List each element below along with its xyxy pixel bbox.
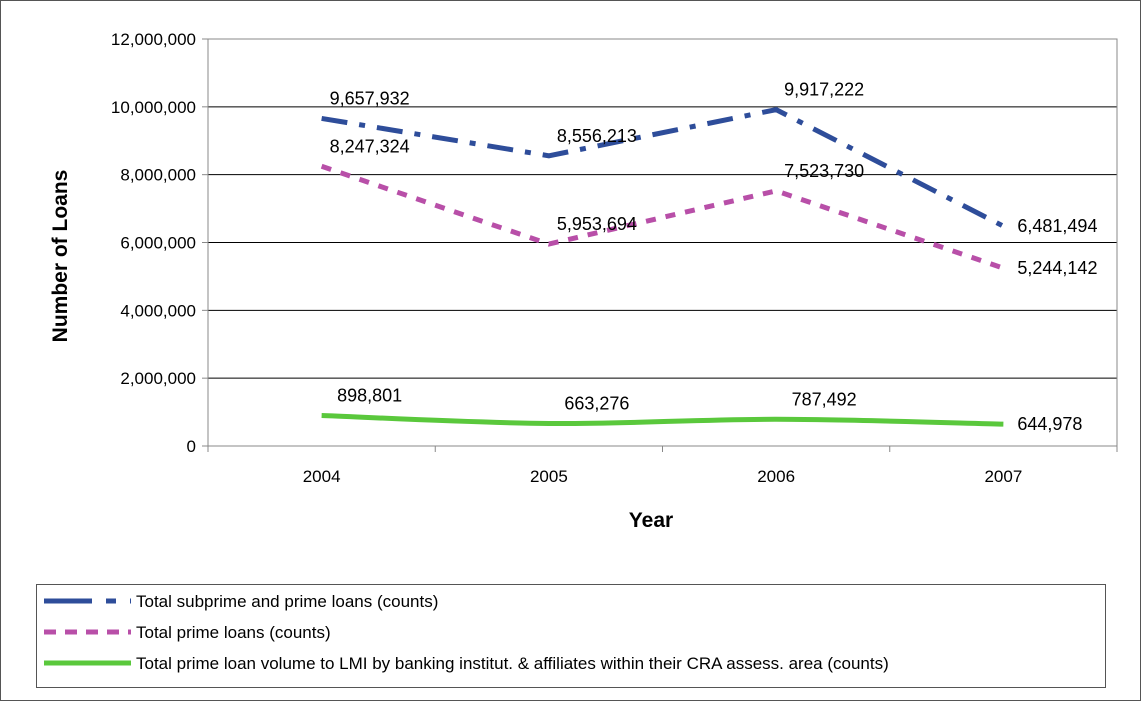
series-line-1	[321, 107, 1005, 229]
legend-items: Total subprime and prime loans (counts) T…	[44, 592, 889, 673]
data-label-s3-2004: 898,801	[337, 386, 402, 406]
series-line-3	[321, 413, 1004, 427]
data-label-s1-2005: 8,556,213	[557, 126, 637, 146]
x-axis-title: Year	[629, 509, 673, 532]
data-label-s2-2006: 7,523,730	[784, 161, 864, 181]
data-label-s3-2007: 644,978	[1017, 414, 1082, 434]
y-tick-label: 4,000,000	[120, 301, 196, 320]
legend-box	[36, 584, 1106, 688]
data-label-s3-2006: 787,492	[792, 389, 857, 409]
y-tick-label: 12,000,000	[111, 30, 196, 49]
data-label-s2-2007: 5,244,142	[1017, 258, 1097, 278]
y-tick-label: 6,000,000	[120, 234, 196, 253]
y-tick-label: 8,000,000	[120, 166, 196, 185]
data-label-s2-2004: 8,247,324	[330, 136, 410, 156]
y-axis-title: Number of Loans	[49, 170, 72, 343]
x-tick-label: 2006	[757, 467, 795, 486]
y-tick-label: 10,000,000	[111, 98, 196, 117]
series-lines	[320, 107, 1005, 427]
legend-label-1: Total subprime and prime loans (counts)	[136, 592, 438, 611]
data-label-s3-2005: 663,276	[564, 394, 629, 414]
data-label-s1-2006: 9,917,222	[784, 80, 864, 100]
x-tick-label: 2004	[303, 467, 341, 486]
series-line-2	[320, 163, 1005, 271]
data-label-s2-2005: 5,953,694	[557, 214, 637, 234]
legend-label-2: Total prime loans (counts)	[136, 623, 331, 642]
x-tick-label: 2007	[984, 467, 1022, 486]
axes: 0 2,000,000 4,000,000 6,000,000 8,000,000 10,…	[111, 30, 1118, 486]
data-label-s1-2007: 6,481,494	[1017, 216, 1097, 236]
data-labels: 9,657,932 8,556,213 9,917,222 6,481,494 8,24…	[330, 80, 1098, 434]
legend: Total subprime and prime loans (counts) T…	[36, 584, 1106, 688]
data-label-s1-2004: 9,657,932	[330, 88, 410, 108]
y-tick-label: 0	[187, 437, 196, 456]
gridlines	[208, 106, 1117, 379]
y-tick-label: 2,000,000	[120, 369, 196, 388]
x-tick-label: 2005	[530, 467, 568, 486]
legend-label-3: Total prime loan volume to LMI by bankin…	[136, 654, 889, 673]
